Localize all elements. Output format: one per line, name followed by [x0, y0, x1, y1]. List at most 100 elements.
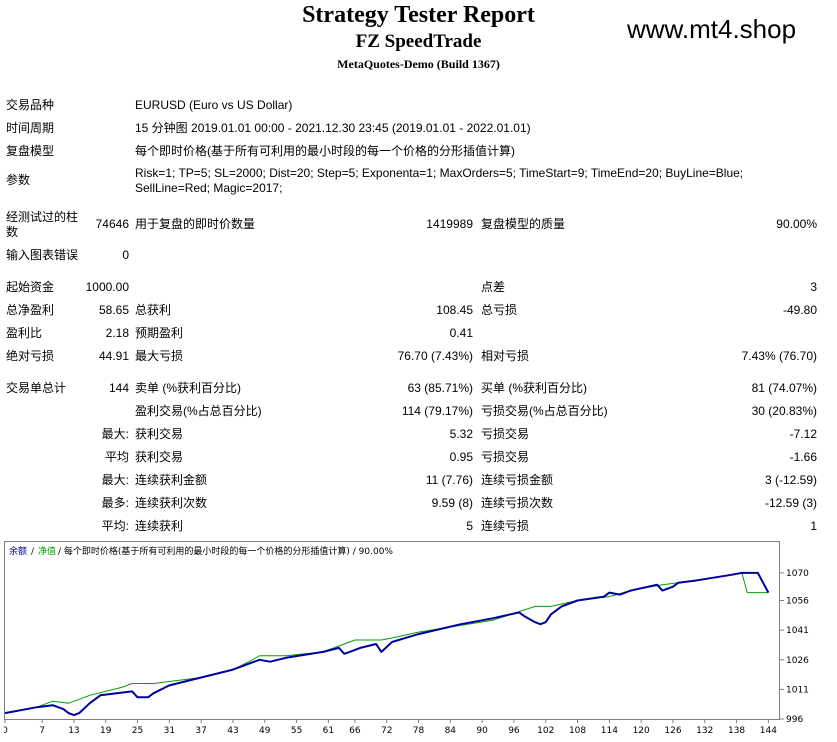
- x-tick-label: 108: [569, 726, 586, 736]
- short-trades-label: 卖单 (%获利百分比): [135, 381, 241, 395]
- x-tick-label: 31: [164, 726, 175, 736]
- x-tick-label: 126: [664, 726, 681, 736]
- gross-profit-label: 总获利: [135, 303, 172, 317]
- largest-win-label: 获利交易: [135, 427, 184, 441]
- legend-separator: /: [31, 547, 35, 557]
- x-tick-label: 37: [195, 726, 206, 736]
- quality-label: 复盘模型的质量: [481, 217, 566, 231]
- cons-avg-loss-label: 连续亏损: [481, 519, 530, 533]
- x-tick-label: 19: [100, 726, 112, 736]
- x-tick-label: 102: [537, 726, 554, 736]
- bars-value: 74646: [95, 217, 129, 231]
- win-trades-label: 盈利交易(%占总百分比): [135, 404, 262, 418]
- abs-drawdown-value: 44.91: [98, 349, 129, 363]
- payoff-label: 预期盈利: [135, 326, 184, 340]
- x-tick-label: 114: [601, 726, 618, 736]
- y-tick-label: 1011: [786, 685, 809, 695]
- errors-label: 输入图表错误: [6, 248, 79, 262]
- ticks-value: 1419989: [426, 217, 473, 231]
- spread-value: 3: [810, 280, 817, 294]
- bars-label: 经测试过的柱数: [6, 210, 79, 239]
- largest-loss-label: 亏损交易: [481, 427, 530, 441]
- y-tick-label: 1070: [786, 569, 809, 579]
- cons-win-count-label: 连续获利次数: [135, 496, 208, 510]
- cons-loss-money-value: 3 (-12.59): [764, 473, 817, 487]
- x-tick-label: 84: [445, 726, 457, 736]
- rel-drawdown-label: 相对亏损: [481, 349, 530, 363]
- cons-win-money-value: 11 (7.76): [425, 473, 473, 487]
- largest-loss-value: -7.12: [789, 427, 817, 441]
- average-win-value: 0.95: [449, 450, 473, 464]
- balance-line: [4, 571, 770, 717]
- x-tick-label: 13: [68, 726, 79, 736]
- model-label: 复盘模型: [6, 144, 55, 158]
- cons-win-money-label: 连续获利金额: [135, 473, 208, 487]
- win-trades-value: 114 (79.17%): [401, 404, 473, 418]
- period-label: 时间周期: [6, 121, 55, 135]
- x-tick-label: 120: [633, 726, 650, 736]
- deposit-value: 1000.00: [85, 280, 129, 294]
- x-tick-label: 90: [476, 726, 488, 736]
- x-tick-label: 49: [259, 726, 271, 736]
- deposit-label: 起始资金: [6, 280, 55, 294]
- spread-label: 点差: [481, 280, 506, 294]
- average-label: 平均: [104, 450, 129, 464]
- x-tick-label: 61: [323, 726, 334, 736]
- net-profit-label: 总净盈利: [6, 303, 55, 317]
- y-tick-label: 996: [786, 715, 803, 725]
- x-tick-label: 144: [760, 726, 777, 736]
- chart-frame: [4, 541, 780, 720]
- legend-balance: 余额: [9, 545, 27, 557]
- x-tick-label: 132: [696, 726, 713, 736]
- payoff-value: 0.41: [449, 326, 473, 340]
- cons-loss-money-label: 连续亏损金额: [481, 473, 554, 487]
- cons-win-count-value: 9.59 (8): [431, 496, 473, 510]
- x-tick-label: 7: [39, 726, 45, 736]
- long-trades-label: 买单 (%获利百分比): [481, 381, 587, 395]
- symbol-value: EURUSD (Euro vs US Dollar): [135, 98, 293, 112]
- params-label: 参数: [6, 173, 31, 187]
- cons-loss-count-value: -12.59 (3): [764, 496, 817, 510]
- profit-factor-label: 盈利比: [6, 326, 43, 340]
- cons-loss-count-label: 连续亏损次数: [481, 496, 554, 510]
- quality-value: 90.00%: [776, 217, 817, 231]
- average-loss-label: 亏损交易: [481, 450, 530, 464]
- gross-loss-value: -49.80: [782, 303, 817, 317]
- profit-factor-value: 2.18: [105, 326, 129, 340]
- cons-avg-win-value: 5: [466, 519, 473, 533]
- cons-avg-win-label: 连续获利: [135, 519, 184, 533]
- total-trades-value: 144: [108, 381, 129, 395]
- average-win-label: 获利交易: [135, 450, 184, 464]
- balance-equity-chart: 余额 / 净值 / 每个即时价格(基于所有可利用的最小时段的每一个价格的分形插值…: [4, 541, 809, 736]
- short-trades-value: 63 (85.71%): [407, 381, 473, 395]
- cons-most-label: 最多:: [101, 496, 129, 510]
- net-profit-value: 58.65: [98, 303, 129, 317]
- loss-trades-value: 30 (20.83%): [751, 404, 817, 418]
- x-tick-label: 138: [728, 726, 745, 736]
- average-loss-value: -1.66: [789, 450, 817, 464]
- model-value: 每个即时价格(基于所有可利用的最小时段的每一个价格的分形插值计算): [135, 144, 515, 158]
- total-trades-label: 交易单总计: [6, 381, 67, 395]
- ticks-label: 用于复盘的即时价数量: [135, 217, 256, 231]
- x-tick-label: 66: [349, 726, 361, 736]
- gross-loss-label: 总亏损: [481, 303, 518, 317]
- x-tick-label: 96: [508, 726, 520, 736]
- x-tick-label: 25: [132, 726, 143, 736]
- cons-avg-loss-value: 1: [810, 519, 817, 533]
- params-value: Risk=1; TP=5; SL=2000; Dist=20; Step=5; …: [135, 166, 744, 195]
- site-watermark: www.mt4.shop: [627, 14, 797, 44]
- period-value: 15 分钟图 2019.01.01 00:00 - 2021.12.30 23:…: [135, 121, 531, 135]
- loss-trades-label: 亏损交易(%占总百分比): [481, 404, 608, 418]
- rel-drawdown-value: 7.43% (76.70): [741, 349, 817, 363]
- x-tick-label: 72: [381, 726, 392, 736]
- legend-model-text: / 每个即时价格(基于所有可利用的最小时段的每一个价格的分形插值计算) / 90…: [58, 545, 393, 557]
- x-tick-label: 55: [291, 726, 302, 736]
- gross-profit-value: 108.45: [436, 303, 473, 317]
- max-drawdown-value: 76.70 (7.43%): [397, 349, 473, 363]
- ea-name: FZ SpeedTrade: [355, 31, 482, 52]
- x-tick-label: 0: [4, 726, 8, 736]
- y-tick-label: 1026: [786, 656, 809, 666]
- build-info: MetaQuotes-Demo (Build 1367): [337, 57, 500, 71]
- abs-drawdown-label: 绝对亏损: [6, 349, 55, 363]
- y-tick-label: 1056: [786, 597, 809, 607]
